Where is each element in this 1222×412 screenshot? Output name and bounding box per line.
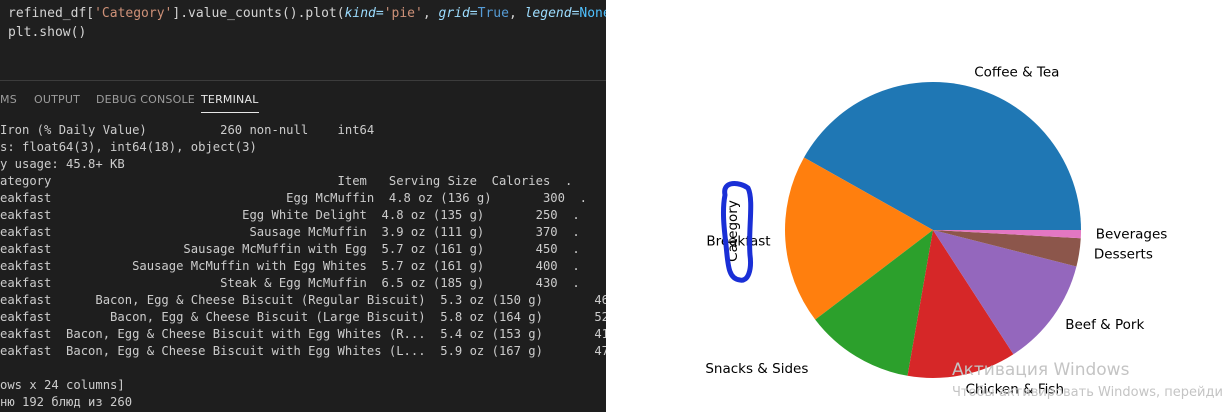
code-line-2[interactable]: plt.show() [8,25,87,40]
hand-drawn-circle-annotation [720,181,754,283]
terminal-line: eakfast Egg McMuffin 4.8 oz (136 g) 300 … [0,191,587,205]
terminal-output[interactable]: Iron (% Daily Value) 260 non-null int64 s… [0,120,606,412]
terminal-line: eakfast Sausage McMuffin 3.9 oz (111 g) … [0,225,580,239]
pie-label: Chicken & Fish [965,382,1064,398]
code-editor: refined_df['Category'].value_counts().pl… [0,0,606,412]
terminal-line: eakfast Bacon, Egg & Cheese Biscuit with… [0,344,606,358]
pie-slice-beef-pork [933,230,1077,355]
terminal-line: eakfast Sausage McMuffin with Egg Whites… [0,259,580,273]
pie-slice-desserts [933,230,1081,267]
code-line-1[interactable]: refined_df['Category'].value_counts().pl… [8,6,606,21]
terminal-line: eakfast Steak & Egg McMuffin 6.5 oz (185… [0,276,580,290]
tab-output[interactable]: OUTPUT [34,93,81,106]
pie-label: Beef & Pork [1065,317,1144,333]
tab-terminal[interactable]: TERMINAL [201,93,259,113]
code-area[interactable]: refined_df['Category'].value_counts().pl… [0,0,606,80]
pie-slice-coffee-tea [803,81,1081,230]
terminal-line: s: float64(3), int64(18), object(3) [0,140,257,154]
pie-slice-chicken-fish [907,230,1014,378]
terminal-line: Iron (% Daily Value) 260 non-null int64 [0,123,375,137]
terminal-line: ategory Item Serving Size Calories . [0,174,573,188]
terminal-line: ню 192 блюд из 260 [0,395,133,409]
tab-problems[interactable]: MS [0,93,17,106]
panel-tabs: MS OUTPUT DEBUG CONSOLE TERMINAL [0,80,606,117]
pie-label: Coffee & Tea [974,65,1059,81]
terminal-line: eakfast Sausage McMuffin with Egg 5.7 oz… [0,242,580,256]
terminal-line: eakfast Bacon, Egg & Cheese Biscuit with… [0,327,606,341]
pie-slice-breakfast [785,157,933,320]
pie-chart: Coffee & Tea Breakfast Snacks & Sides Chick… [705,65,1168,398]
terminal-line: eakfast Bacon, Egg & Cheese Biscuit (Reg… [0,293,606,307]
pie-label: Desserts [1094,247,1153,263]
pie-label: Beverages [1096,227,1168,243]
chart-ylabel: Category [725,200,741,262]
pie-label: Snacks & Sides [705,361,808,377]
windows-activation-watermark: Активация Windows [952,360,1130,380]
windows-activation-watermark-sub: Чтобы активировать Windows, перейди [952,385,1222,400]
pie-slice-beverages [933,230,1081,239]
terminal-line: eakfast Bacon, Egg & Cheese Biscuit (Lar… [0,310,606,324]
pie-label: Breakfast [706,233,770,249]
terminal-line: eakfast Egg White Delight 4.8 oz (135 g)… [0,208,580,222]
terminal-line: y usage: 45.8+ KB [0,157,125,171]
pie-slice-snacks-sides [815,230,933,376]
terminal-line: ows x 24 columns] [0,378,125,392]
tab-debug-console[interactable]: DEBUG CONSOLE [96,93,195,106]
